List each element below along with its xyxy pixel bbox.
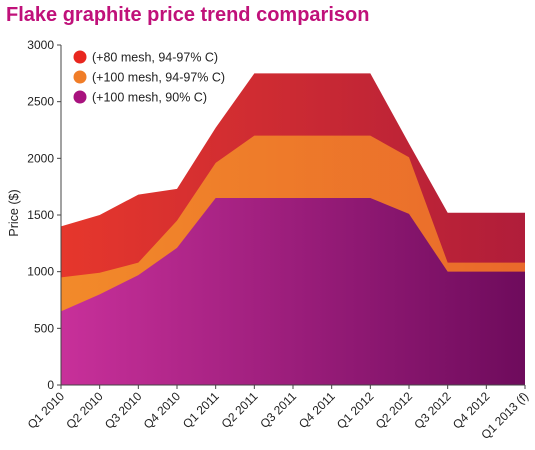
y-tick-label: 0 <box>47 378 54 392</box>
y-tick-label: 2500 <box>27 95 54 109</box>
y-tick-label: 3000 <box>27 38 54 52</box>
x-tick-label: Q4 2011 <box>296 389 338 431</box>
x-tick-label: Q1 2012 <box>334 389 377 432</box>
x-tick-label: Q2 2011 <box>219 389 261 431</box>
y-tick-label: 500 <box>34 321 54 335</box>
x-tick-label: Q2 2010 <box>63 389 106 432</box>
x-tick-label: Q2 2012 <box>373 389 416 432</box>
x-tick-label: Q3 2012 <box>411 389 454 432</box>
y-tick-label: 2000 <box>27 151 54 165</box>
legend-label: (+100 mesh, 94-97% C) <box>92 71 225 85</box>
y-axis-label: Price ($) <box>7 189 21 236</box>
series-areas <box>61 73 525 385</box>
legend-label: (+100 mesh, 90% C) <box>92 91 207 105</box>
y-tick-label: 1000 <box>27 265 54 279</box>
x-tick-label: Q4 2010 <box>141 389 184 432</box>
legend-swatch <box>73 50 87 64</box>
x-tick-label: Q1 2010 <box>25 389 68 432</box>
legend: (+80 mesh, 94-97% C) (+100 mesh, 94-97% C… <box>73 50 225 105</box>
legend-swatch <box>73 70 87 84</box>
chart-title: Flake graphite price trend comparison <box>6 4 370 26</box>
legend-label: (+80 mesh, 94-97% C) <box>92 51 218 65</box>
legend-swatch <box>73 90 87 104</box>
area-series-2 <box>61 198 525 385</box>
x-tick-label: Q3 2010 <box>102 389 145 432</box>
x-tick-label: Q1 2011 <box>180 389 222 431</box>
x-tick-label: Q3 2011 <box>257 389 299 431</box>
y-tick-label: 1500 <box>27 208 54 222</box>
